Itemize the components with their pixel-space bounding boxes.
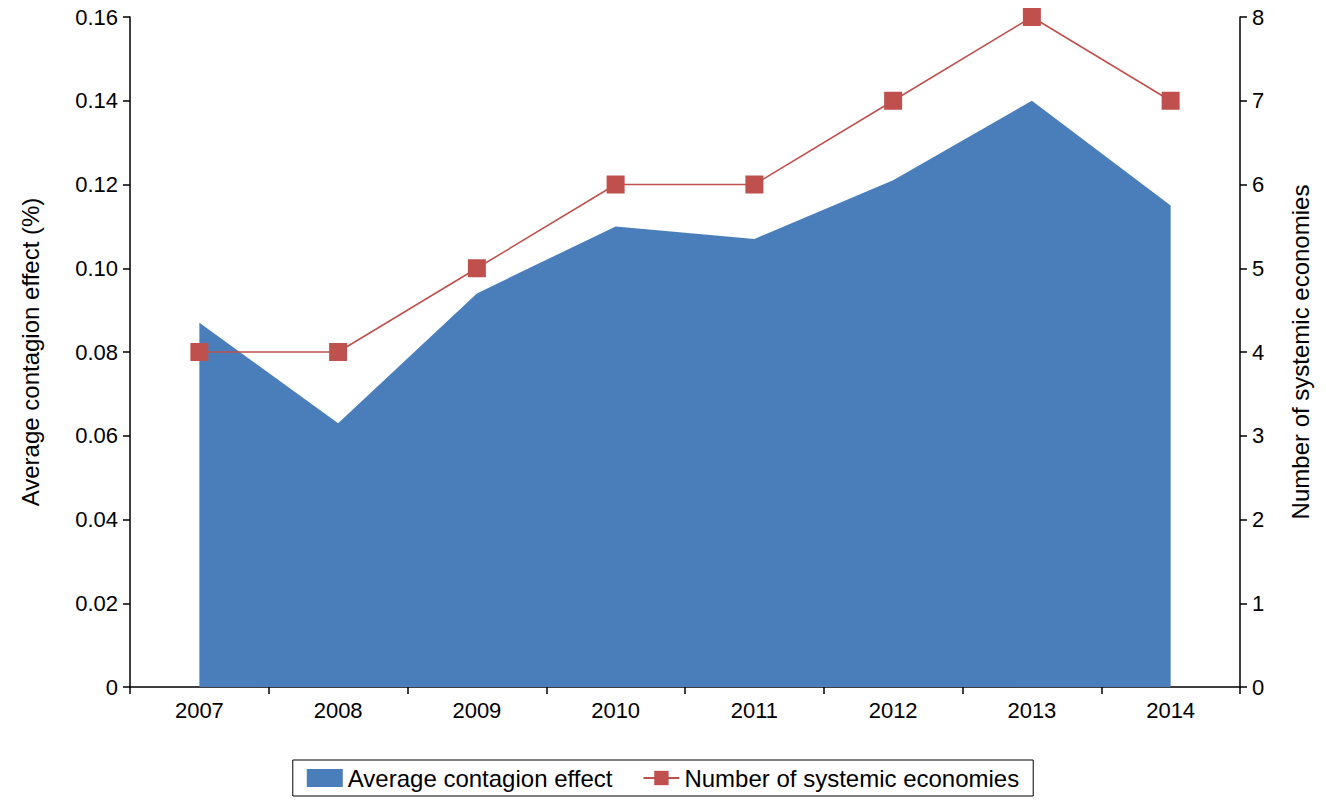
svg-text:0.14: 0.14 xyxy=(75,88,118,113)
svg-text:0: 0 xyxy=(106,675,118,700)
svg-text:5: 5 xyxy=(1252,256,1264,281)
svg-text:0.16: 0.16 xyxy=(75,5,118,30)
svg-text:0.02: 0.02 xyxy=(75,591,118,616)
svg-text:0.06: 0.06 xyxy=(75,423,118,448)
svg-text:6: 6 xyxy=(1252,172,1264,197)
svg-text:2013: 2013 xyxy=(1007,698,1056,723)
svg-text:2014: 2014 xyxy=(1146,698,1195,723)
svg-text:0: 0 xyxy=(1252,675,1264,700)
svg-text:3: 3 xyxy=(1252,423,1264,448)
svg-text:Average contagion effect: Average contagion effect xyxy=(348,765,613,792)
svg-text:2009: 2009 xyxy=(452,698,501,723)
svg-text:0.08: 0.08 xyxy=(75,340,118,365)
svg-text:Number of systemic economies: Number of systemic economies xyxy=(1287,185,1314,520)
svg-text:8: 8 xyxy=(1252,5,1264,30)
svg-text:2012: 2012 xyxy=(869,698,918,723)
svg-text:Number of systemic economies: Number of systemic economies xyxy=(684,765,1019,792)
svg-text:0.12: 0.12 xyxy=(75,172,118,197)
svg-text:2: 2 xyxy=(1252,507,1264,532)
svg-text:4: 4 xyxy=(1252,340,1264,365)
svg-text:0.04: 0.04 xyxy=(75,507,118,532)
svg-text:2007: 2007 xyxy=(175,698,224,723)
svg-text:2008: 2008 xyxy=(314,698,363,723)
svg-text:Average contagion effect (%): Average contagion effect (%) xyxy=(17,198,44,507)
svg-text:2010: 2010 xyxy=(591,698,640,723)
svg-text:2011: 2011 xyxy=(731,698,778,723)
svg-text:1: 1 xyxy=(1252,591,1264,616)
svg-text:0.10: 0.10 xyxy=(75,256,118,281)
svg-text:7: 7 xyxy=(1252,88,1264,113)
